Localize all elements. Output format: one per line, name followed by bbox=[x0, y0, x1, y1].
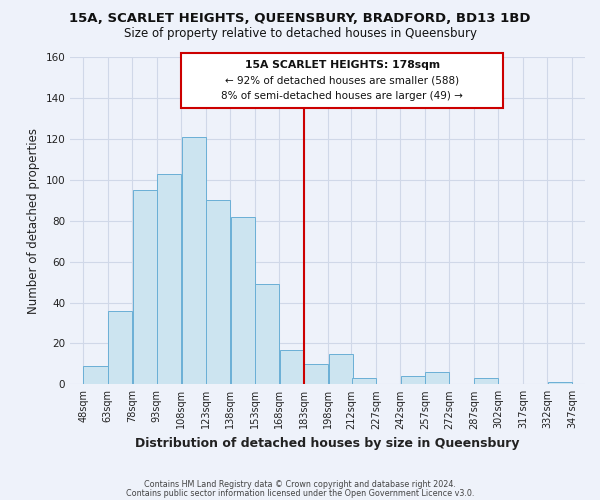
Bar bbox=[83, 366, 107, 384]
Bar bbox=[108, 310, 132, 384]
Text: 8% of semi-detached houses are larger (49) →: 8% of semi-detached houses are larger (4… bbox=[221, 92, 463, 102]
Text: ← 92% of detached houses are smaller (588): ← 92% of detached houses are smaller (58… bbox=[225, 76, 460, 86]
Bar bbox=[425, 372, 449, 384]
Bar bbox=[352, 378, 376, 384]
Text: 15A, SCARLET HEIGHTS, QUEENSBURY, BRADFORD, BD13 1BD: 15A, SCARLET HEIGHTS, QUEENSBURY, BRADFO… bbox=[69, 12, 531, 26]
FancyBboxPatch shape bbox=[181, 53, 503, 108]
Bar bbox=[206, 200, 230, 384]
X-axis label: Distribution of detached houses by size in Queensbury: Distribution of detached houses by size … bbox=[136, 437, 520, 450]
Bar bbox=[474, 378, 498, 384]
Bar bbox=[230, 216, 254, 384]
Text: Contains HM Land Registry data © Crown copyright and database right 2024.: Contains HM Land Registry data © Crown c… bbox=[144, 480, 456, 489]
Bar bbox=[548, 382, 572, 384]
Bar bbox=[329, 354, 353, 384]
Y-axis label: Number of detached properties: Number of detached properties bbox=[27, 128, 40, 314]
Bar bbox=[182, 137, 206, 384]
Bar bbox=[304, 364, 328, 384]
Bar bbox=[280, 350, 304, 384]
Bar bbox=[157, 174, 181, 384]
Text: 15A SCARLET HEIGHTS: 178sqm: 15A SCARLET HEIGHTS: 178sqm bbox=[245, 60, 440, 70]
Text: Size of property relative to detached houses in Queensbury: Size of property relative to detached ho… bbox=[124, 28, 476, 40]
Text: Contains public sector information licensed under the Open Government Licence v3: Contains public sector information licen… bbox=[126, 488, 474, 498]
Bar bbox=[255, 284, 279, 384]
Bar bbox=[133, 190, 157, 384]
Bar bbox=[401, 376, 425, 384]
